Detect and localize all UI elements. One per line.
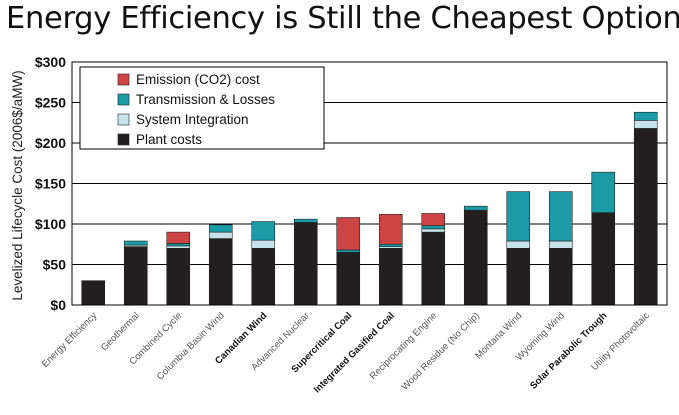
bar-segment (421, 213, 446, 226)
bar-segment (336, 252, 361, 306)
plot-frame (71, 61, 668, 306)
bar-segment (633, 120, 658, 129)
bar-segment (548, 240, 573, 249)
y-tick-label: $150 (35, 176, 66, 192)
y-tick-label: $250 (35, 95, 66, 111)
bar-segment (548, 191, 573, 242)
y-tick-label: $300 (35, 54, 66, 70)
y-tick-labels: $0 $50 $100 $150 $200 $250 $300 (35, 54, 66, 313)
bar-segment (166, 231, 191, 244)
bars (81, 111, 658, 306)
bar-segment (166, 248, 191, 306)
bar-segment (378, 243, 403, 247)
bar-segment (251, 239, 276, 249)
legend-swatch (117, 73, 130, 86)
legend-swatch (117, 93, 130, 106)
bar-segment (421, 231, 446, 306)
y-axis-label: Levelized Lifecycle Cost (2006$/aMW) (10, 70, 25, 300)
bar-segment (251, 248, 276, 306)
legend-swatch (117, 133, 130, 146)
bar-segment (166, 245, 191, 249)
x-tick-label: Wood Residue (No Chip) (400, 310, 482, 392)
bar-segment (378, 248, 403, 306)
legend-swatch (117, 113, 130, 126)
bar-segment (421, 228, 446, 233)
legend-label: System Integration (136, 112, 249, 127)
bar-segment (591, 171, 616, 213)
bar-segment (421, 225, 446, 230)
bar-segment (633, 128, 658, 306)
bar-segment (81, 280, 106, 306)
y-tick-label: $0 (50, 297, 66, 313)
bar-segment (506, 240, 531, 249)
bar-segment (506, 191, 531, 242)
bar-segment (293, 218, 318, 223)
bar-segment (123, 240, 148, 246)
bar-segment (336, 249, 361, 253)
bar-segment (506, 248, 531, 306)
bar-segment (208, 231, 233, 239)
bar-segment (463, 209, 488, 306)
bar-segment (591, 212, 616, 306)
legend-label: Plant costs (136, 132, 202, 147)
legend-label: Emission (CO2) cost (136, 72, 260, 87)
bar-segment (251, 221, 276, 241)
y-tick-label: $100 (35, 216, 66, 232)
bar-segment (378, 213, 403, 245)
x-tick-label: Geothermal (99, 310, 142, 353)
legend-label: Transmission & Losses (136, 92, 275, 107)
bar-segment (166, 243, 191, 247)
x-tick-label: Integrated Gasified Coal (312, 310, 397, 395)
y-tick-label: $200 (35, 135, 66, 151)
bar-segment (208, 224, 233, 233)
x-tick-label: Solar Parabolic Trough (528, 310, 609, 391)
page-title: Energy Efficiency is Still the Cheapest … (6, 1, 679, 36)
x-tick-label: Energy Efficiency (40, 310, 100, 370)
bar-segment (336, 217, 361, 251)
bar-segment (548, 248, 573, 306)
bar-segment (123, 246, 148, 306)
legend: Emission (CO2) cost Transmission & Losses… (79, 66, 325, 150)
bar-segment (633, 111, 658, 121)
bar-segment (208, 238, 233, 306)
y-tick-label: $50 (43, 257, 67, 273)
bar-segment (463, 205, 488, 211)
bar-segment (293, 222, 318, 306)
